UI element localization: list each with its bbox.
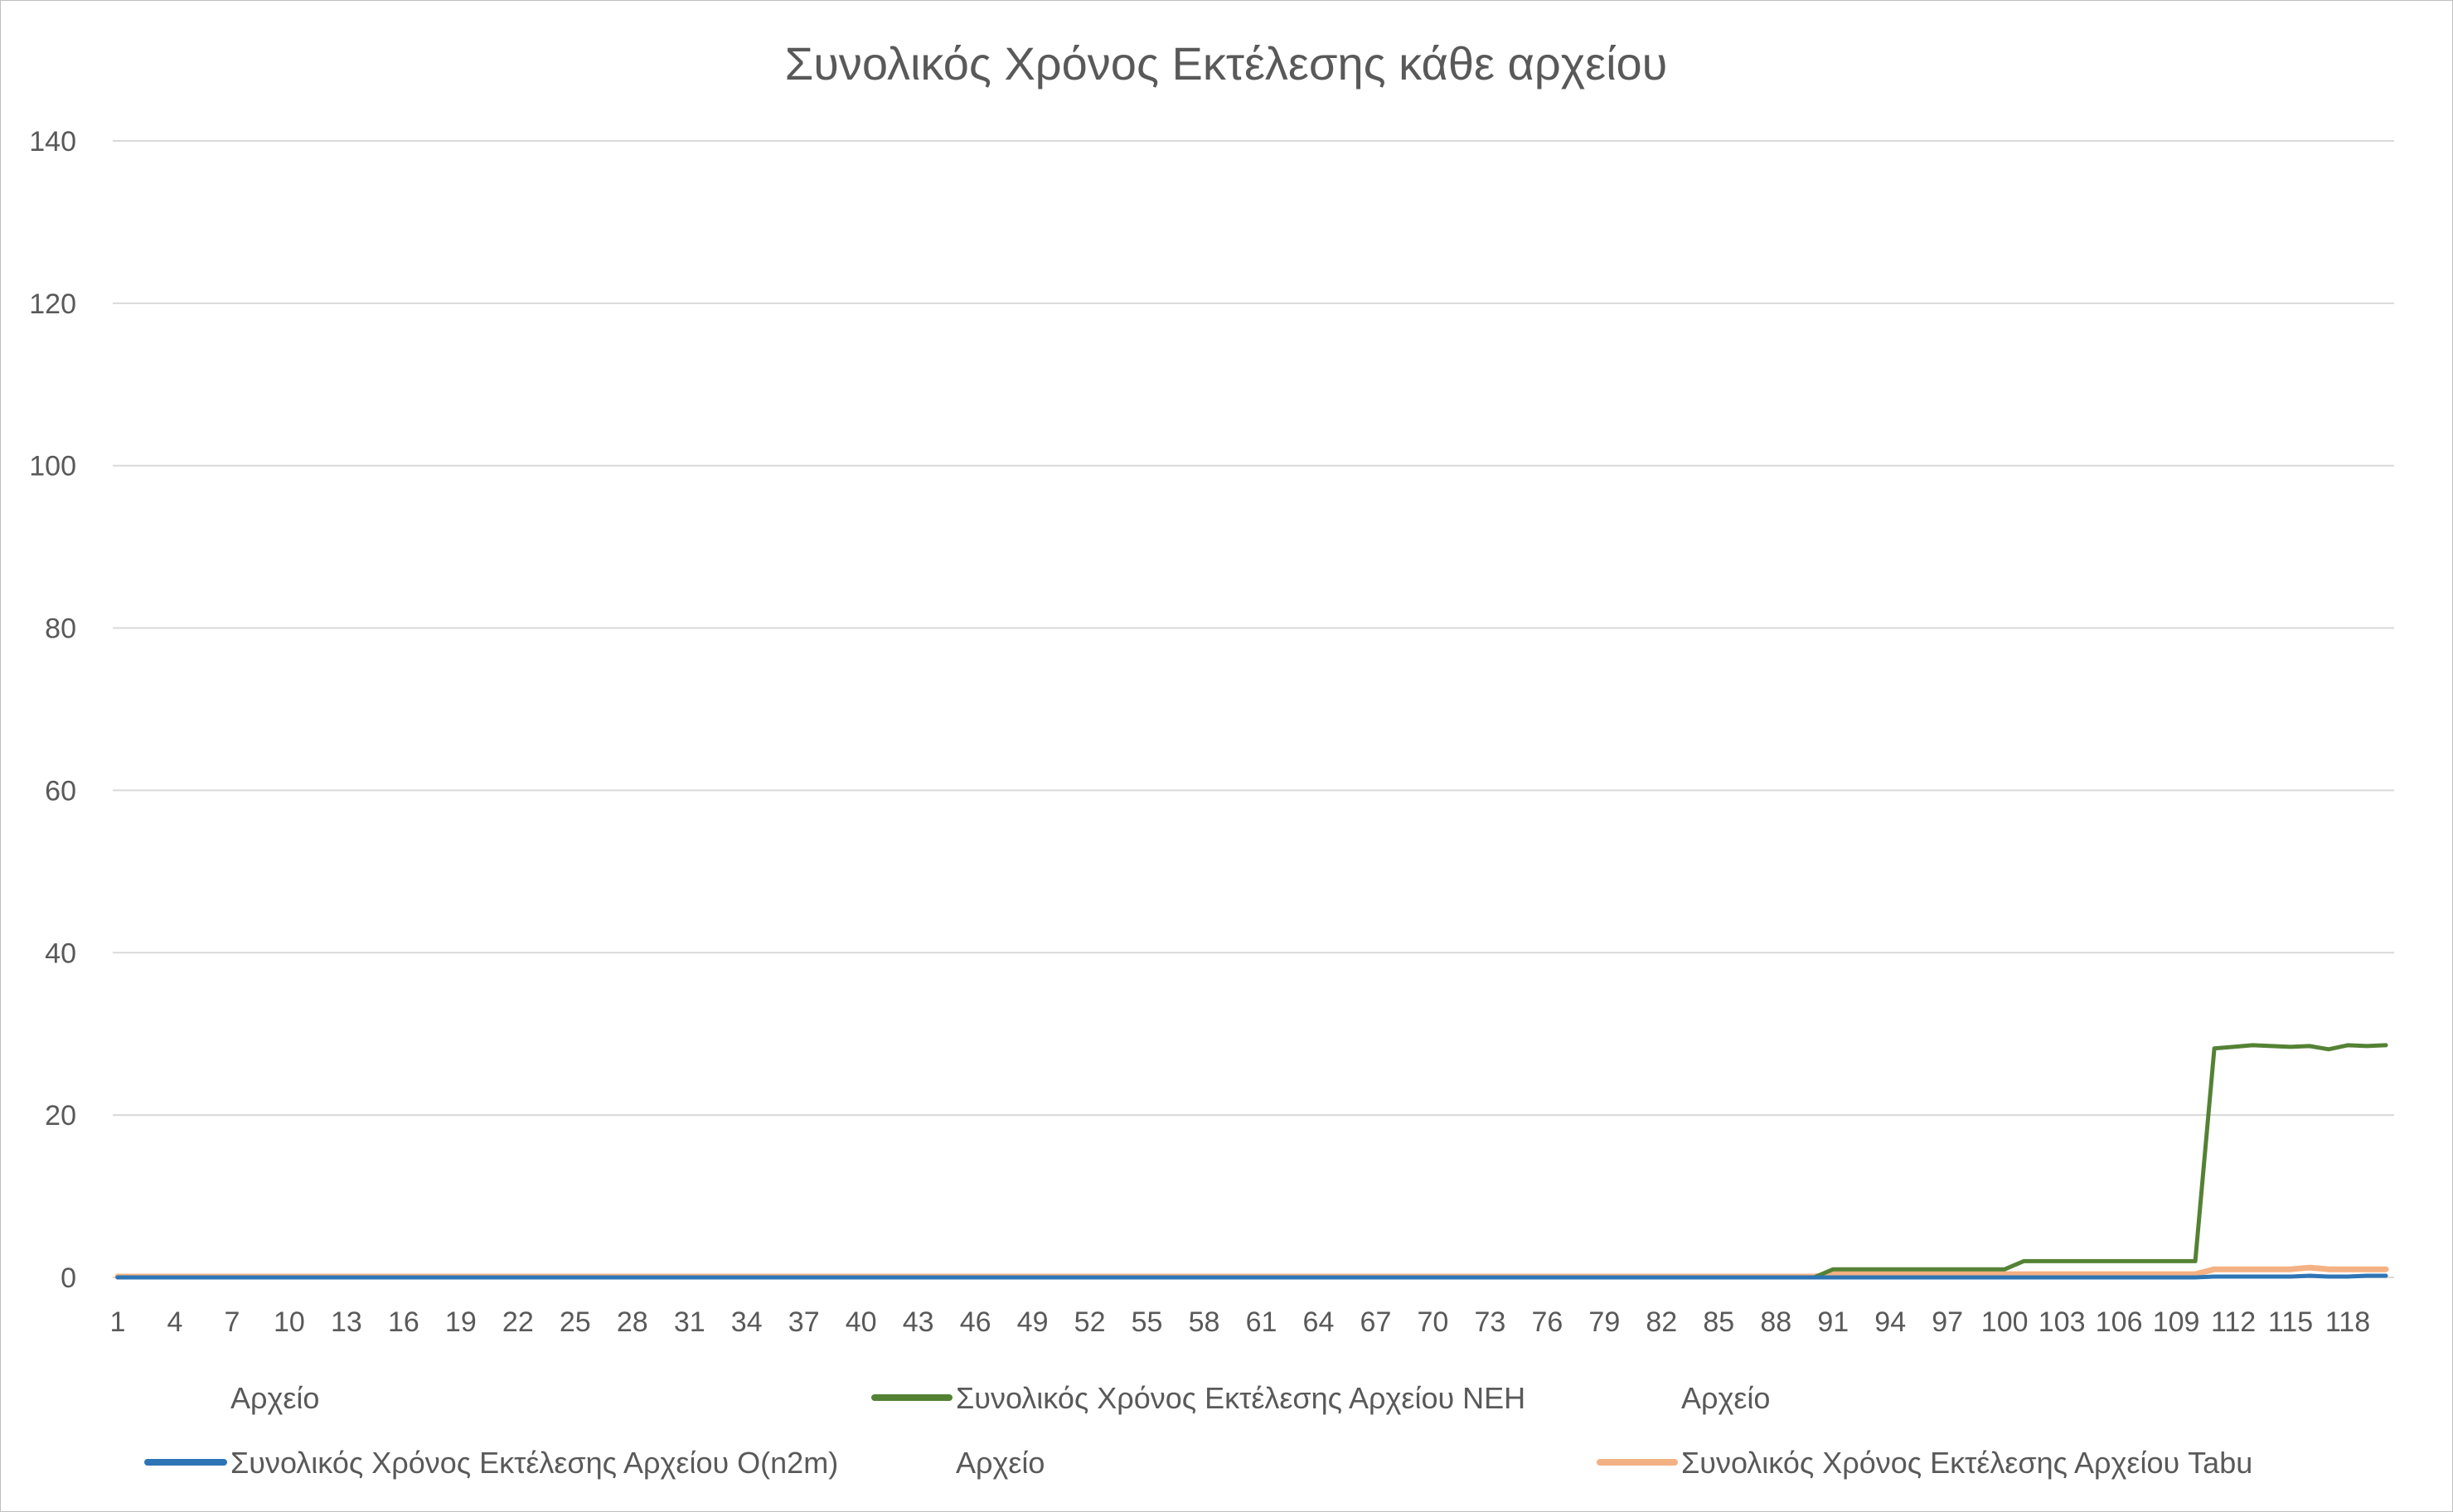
x-tick-label: 73 [1474,1306,1505,1338]
x-tick-label: 40 [846,1306,877,1338]
x-tick-label: 31 [674,1306,705,1338]
x-tick-label: 82 [1646,1306,1677,1338]
x-axis-ticks: 1 4 7 10 13 16 19 22 25 28 31 34 37 40 43 46 49 52 55 58 61 6… [110,1306,2371,1338]
x-tick-label: 28 [617,1306,648,1338]
x-tick-label: 109 [2153,1306,2200,1338]
x-tick-label: 94 [1874,1306,1906,1338]
x-tick-label: 115 [2268,1306,2313,1338]
x-tick-label: 1 [110,1306,126,1338]
x-tick-label: 91 [1817,1306,1849,1338]
chart-title: Συνολικός Χρόνος Εκτέλεσης κάθε αρχείου [785,37,1668,90]
x-tick-label: 97 [1932,1306,1963,1338]
y-tick-label: 40 [45,938,76,969]
legend-label: Αρχείο [956,1446,1045,1480]
legend-label: Αρχείο [230,1381,319,1415]
gridlines [113,140,2394,1278]
x-tick-label: 88 [1760,1306,1791,1338]
legend-label: Συνολικός Χρόνος Εκτέλεσης Αρχείου NEH [956,1381,1525,1415]
x-tick-label: 52 [1074,1306,1106,1338]
x-tick-label: 46 [960,1306,991,1338]
x-tick-label: 100 [1981,1306,2029,1338]
x-tick-label: 34 [731,1306,763,1338]
x-tick-label: 16 [388,1306,419,1338]
legend-label: Αρχείο [1681,1381,1770,1415]
y-tick-label: 100 [29,451,76,482]
x-tick-label: 19 [445,1306,477,1338]
x-tick-label: 106 [2096,1306,2143,1338]
y-tick-label: 80 [45,613,76,645]
x-tick-label: 10 [274,1306,305,1338]
y-tick-label: 20 [45,1100,76,1132]
series-line-2 [114,1264,2389,1280]
legend-label: Συνολικός Χρόνος Εκτέλεσης Αρχείου Tabu [1681,1446,2252,1480]
x-tick-label: 70 [1418,1306,1449,1338]
y-axis-ticks: 0 20 40 60 80 100 120 140 [29,126,76,1294]
x-tick-label: 79 [1588,1306,1620,1338]
series-line-0 [115,1043,2388,1280]
y-tick-label: 0 [61,1262,76,1294]
x-tick-label: 4 [167,1306,183,1338]
y-tick-label: 60 [45,775,76,807]
x-tick-label: 43 [903,1306,934,1338]
legend: Αρχείο Συνολικός Χρόνος Εκτέλεσης Αρχείου… [144,1381,2252,1480]
x-tick-label: 85 [1703,1306,1734,1338]
legend-label: Συνολικός Χρόνος Εκτέλεσης Αρχείου O(n2m… [230,1446,838,1480]
series-lines [114,1043,2389,1280]
x-tick-label: 49 [1017,1306,1049,1338]
y-tick-label: 120 [29,288,76,320]
y-tick-label: 140 [29,126,76,158]
series-line-1 [115,1273,2388,1280]
x-tick-label: 67 [1360,1306,1392,1338]
x-tick-label: 76 [1531,1306,1563,1338]
x-tick-label: 22 [502,1306,534,1338]
x-tick-label: 13 [331,1306,362,1338]
x-tick-label: 64 [1303,1306,1335,1338]
x-tick-label: 25 [560,1306,591,1338]
x-tick-label: 58 [1189,1306,1220,1338]
x-tick-label: 37 [788,1306,820,1338]
x-tick-label: 112 [2211,1306,2256,1338]
x-tick-label: 61 [1246,1306,1277,1338]
x-tick-label: 118 [2325,1306,2370,1338]
x-tick-label: 55 [1132,1306,1163,1338]
x-tick-label: 7 [224,1306,240,1338]
x-tick-label: 103 [2039,1306,2086,1338]
